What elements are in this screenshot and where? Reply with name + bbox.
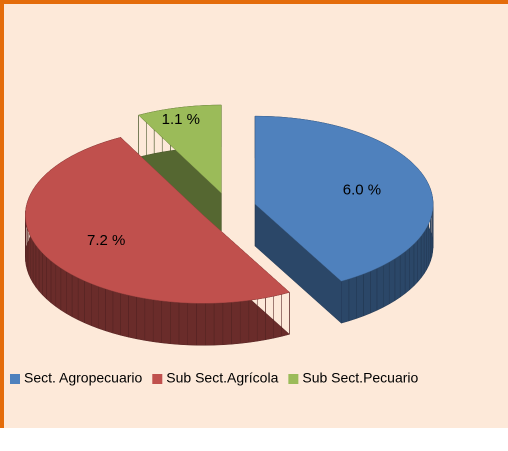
legend-label: Sect. Agropecuario xyxy=(24,370,143,386)
data-label: 6.0 % xyxy=(343,181,381,198)
data-label: 7.2 % xyxy=(87,232,125,249)
slice xyxy=(138,104,222,194)
data-label: 1.1 % xyxy=(162,111,200,128)
border-left xyxy=(0,0,4,428)
legend-swatch xyxy=(152,374,163,384)
legend-label: Sub Sect.Agrícola xyxy=(166,370,278,386)
legend-swatch xyxy=(10,374,20,384)
border-top xyxy=(0,0,508,4)
legend-label: Sub Sect.Pecuario xyxy=(302,370,418,386)
slice xyxy=(25,137,291,304)
slice xyxy=(254,115,434,282)
legend-swatch xyxy=(288,374,299,384)
